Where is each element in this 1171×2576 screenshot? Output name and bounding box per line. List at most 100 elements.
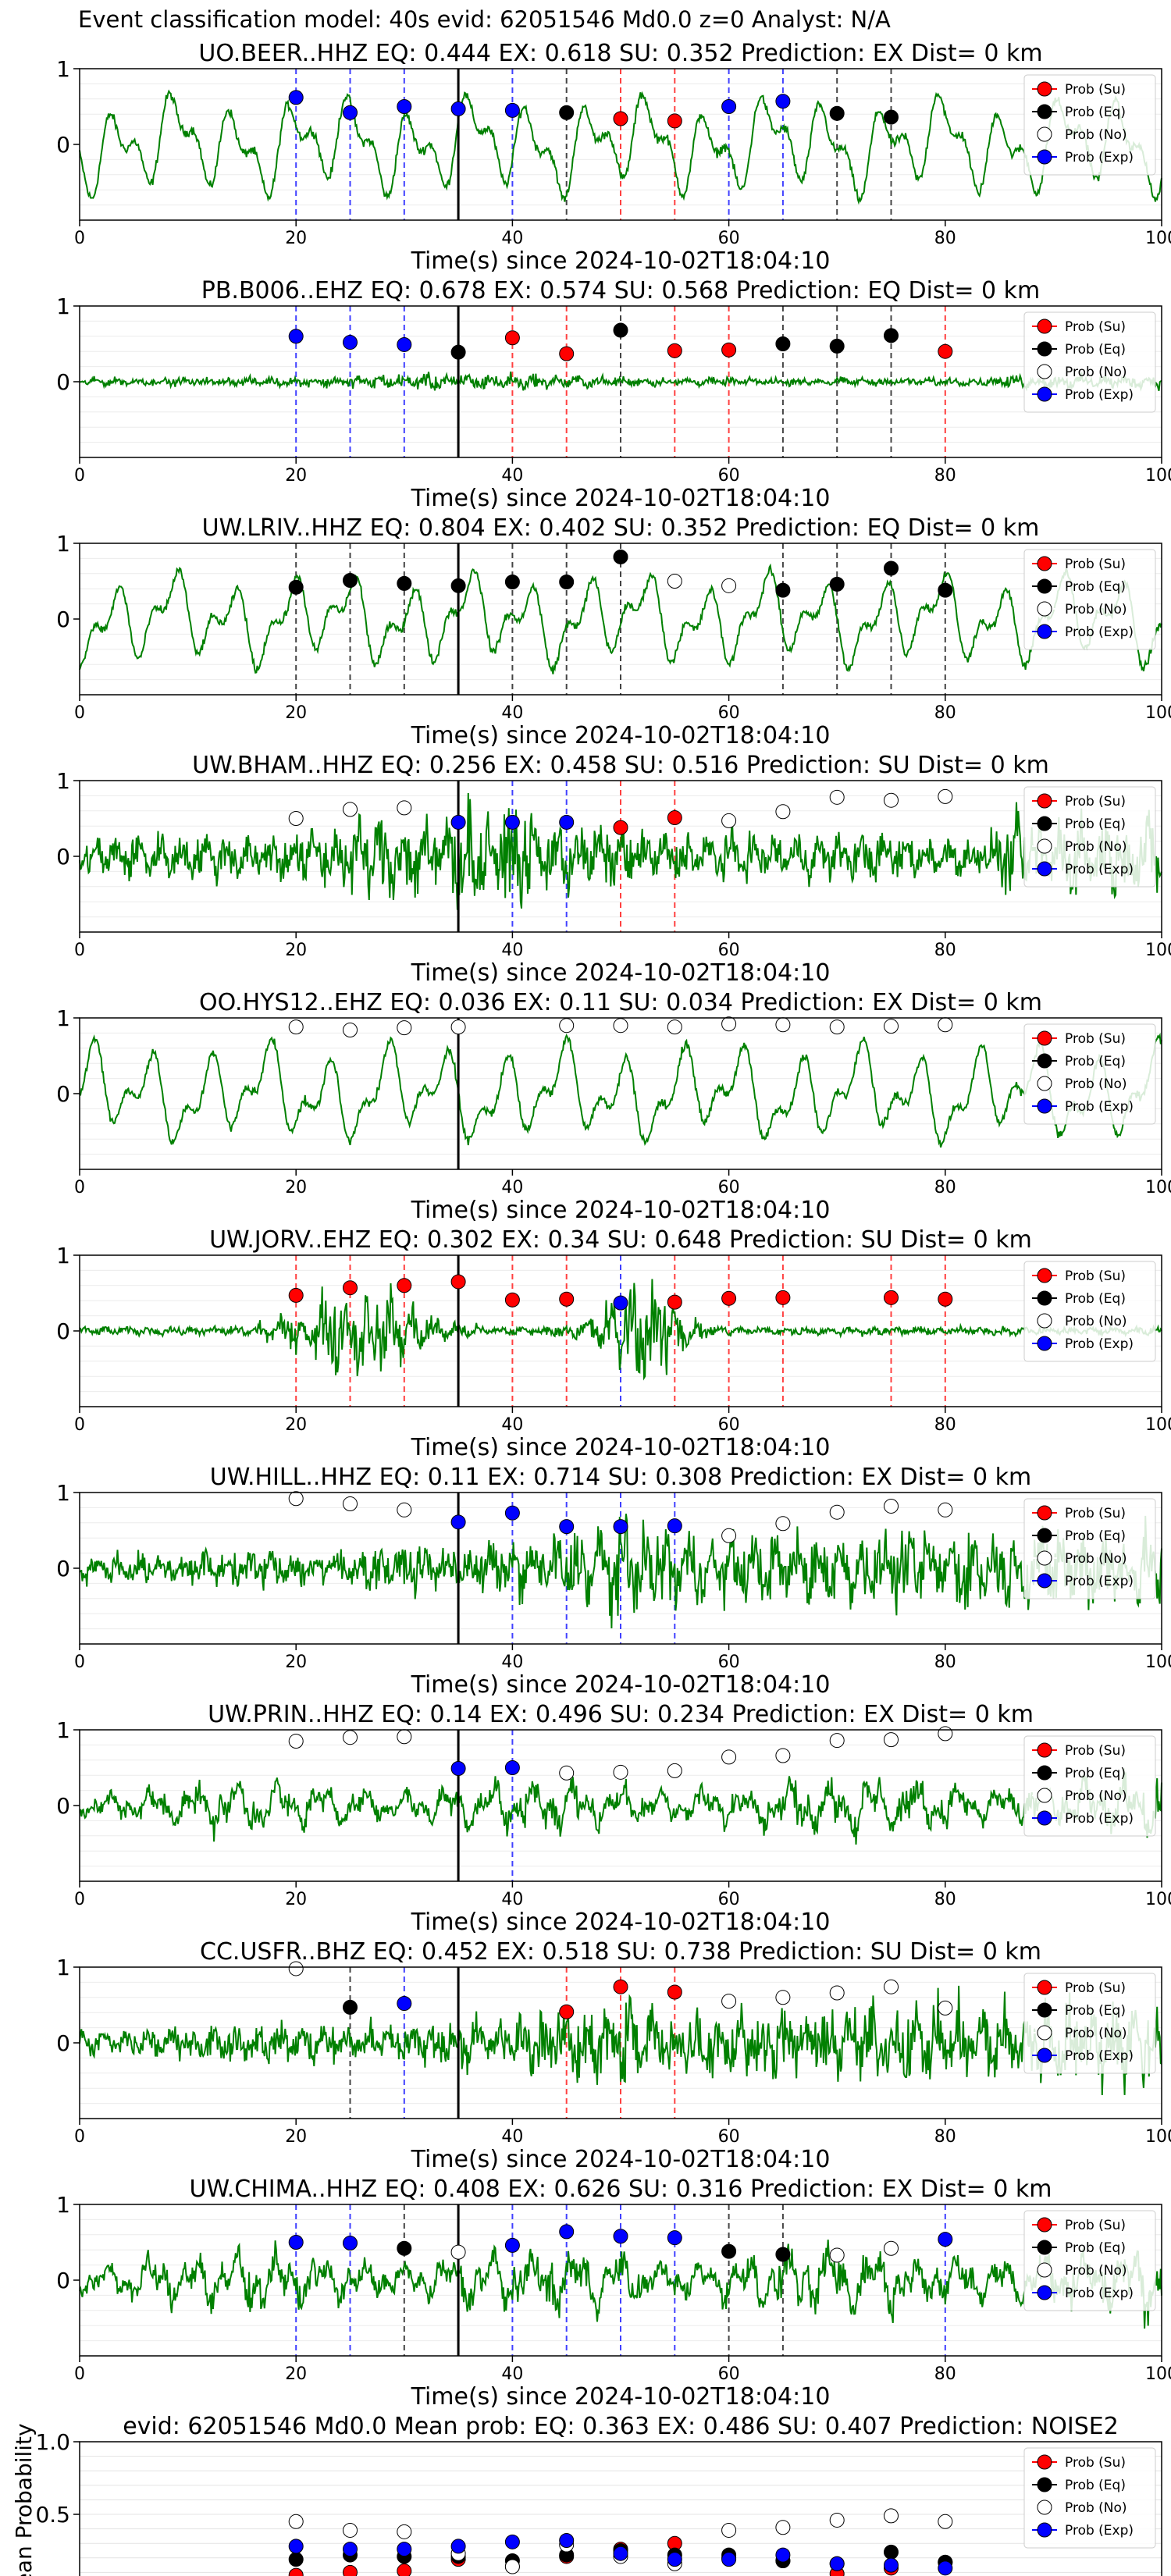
x-tick-label: 0: [74, 1890, 85, 1909]
x-tick-label: 40: [501, 1415, 523, 1435]
y-tick-label: 1: [56, 1480, 70, 1506]
prob-point-su: [775, 1290, 791, 1305]
legend-marker-su: [1037, 793, 1052, 809]
panel-title: UO.BEER..HHZ EQ: 0.444 EX: 0.618 SU: 0.3…: [198, 40, 1042, 67]
prob-point-eq: [829, 338, 845, 354]
legend-marker-exp: [1037, 861, 1052, 877]
prob-point-su: [667, 113, 682, 129]
legend-label-su: Prob (Su): [1065, 319, 1126, 335]
x-tick-label: 20: [285, 1178, 307, 1197]
legend-label-su: Prob (Su): [1065, 557, 1126, 572]
prob-point-su: [288, 1287, 304, 1303]
y-tick-label: 0: [56, 132, 70, 158]
station-panel-6: UW.JORV..EHZ EQ: 0.302 EX: 0.34 SU: 0.64…: [56, 1226, 1171, 1461]
prob-point-no: [397, 1502, 412, 1517]
x-tick-label: 60: [718, 1653, 740, 1672]
waveform-trace: [79, 1032, 1162, 1148]
prob-point-exp: [667, 1518, 682, 1534]
legend-marker-su: [1037, 556, 1052, 571]
waveform-trace: [80, 1768, 1162, 1845]
legend-label-no: Prob (No): [1065, 1788, 1127, 1804]
prob-point-no: [450, 2244, 466, 2260]
waveform-trace: [79, 792, 1162, 910]
x-axis-label: Time(s) since 2024-10-02T18:04:10: [411, 247, 831, 275]
prob-point-no: [343, 802, 358, 817]
prob-point-exp: [613, 1295, 628, 1311]
x-tick-label: 20: [285, 941, 307, 960]
legend-label-no: Prob (No): [1065, 1551, 1127, 1567]
x-tick-label: 20: [285, 466, 307, 486]
prob-point-su: [667, 343, 682, 358]
prob-point-no: [288, 1961, 304, 1976]
prob-point-no: [938, 788, 953, 804]
x-tick-label: 40: [501, 1178, 523, 1197]
legend-marker-eq: [1037, 2477, 1052, 2492]
x-tick-label: 100: [1145, 1653, 1171, 1672]
prob-point-su: [613, 820, 628, 835]
x-tick-label: 40: [501, 1653, 523, 1672]
prob-point-no: [397, 1020, 412, 1036]
prob-point-no: [667, 574, 682, 589]
x-tick-label: 20: [285, 703, 307, 723]
x-tick-label: 80: [934, 1890, 956, 1909]
mean-prob-point-no: [938, 2514, 953, 2529]
legend-label-eq: Prob (Eq): [1065, 2003, 1126, 2019]
x-tick-label: 100: [1145, 466, 1171, 486]
prob-point-eq: [613, 322, 628, 338]
legend-label-su: Prob (Su): [1065, 1743, 1126, 1759]
mean-prob-point-exp: [721, 2552, 737, 2567]
mean-prob-point-no: [775, 2520, 791, 2535]
x-tick-label: 0: [74, 229, 85, 248]
legend-label-no: Prob (No): [1065, 839, 1127, 855]
prob-point-su: [721, 342, 737, 358]
y-tick-label: 0: [56, 1318, 70, 1344]
prob-point-no: [721, 1994, 737, 2009]
station-panel-4: UW.BHAM..HHZ EQ: 0.256 EX: 0.458 SU: 0.5…: [56, 752, 1171, 987]
prob-point-su: [343, 1280, 358, 1296]
prob-point-no: [667, 1019, 682, 1035]
prob-point-exp: [613, 2229, 628, 2244]
legend-label-eq: Prob (Eq): [1065, 1291, 1126, 1307]
x-tick-label: 0: [74, 466, 85, 486]
panel-title: UW.LRIV..HHZ EQ: 0.804 EX: 0.402 SU: 0.3…: [202, 514, 1040, 542]
prob-point-exp: [397, 336, 412, 352]
prob-point-eq: [288, 579, 304, 595]
x-tick-label: 40: [501, 703, 523, 723]
legend-marker-eq: [1037, 2240, 1052, 2255]
legend-marker-no: [1037, 2500, 1052, 2515]
legend-marker-eq: [1037, 1765, 1052, 1781]
prob-point-no: [288, 1491, 304, 1507]
prob-point-exp: [343, 335, 358, 350]
legend-marker-eq: [1037, 1290, 1052, 1306]
x-tick-label: 40: [501, 229, 523, 248]
y-tick-label: 1: [56, 531, 70, 557]
y-tick-label: 1: [56, 1005, 70, 1031]
prob-point-eq: [343, 573, 358, 589]
legend-marker-no: [1037, 126, 1052, 142]
prob-point-no: [938, 1017, 953, 1033]
prob-point-eq: [450, 344, 466, 360]
legend-label-su: Prob (Su): [1065, 1506, 1126, 1521]
y-tick-label: 1: [56, 1955, 70, 1980]
legend-label-no: Prob (No): [1065, 602, 1127, 617]
prob-point-eq: [884, 328, 899, 343]
legend-label-eq: Prob (Eq): [1065, 1766, 1126, 1781]
prob-point-su: [667, 810, 682, 826]
x-axis-label: Time(s) since 2024-10-02T18:04:10: [411, 1909, 831, 1936]
x-tick-label: 100: [1145, 2364, 1171, 2384]
legend-label-eq: Prob (Eq): [1065, 579, 1126, 595]
legend-marker-eq: [1037, 578, 1052, 594]
x-tick-label: 40: [501, 2127, 523, 2147]
mean-prob-point-eq: [288, 2552, 304, 2567]
legend-label-exp: Prob (Exp): [1065, 1336, 1134, 1352]
figure-title: Event classification model: 40s evid: 62…: [78, 6, 891, 33]
panel-title: PB.B006..EHZ EQ: 0.678 EX: 0.574 SU: 0.5…: [201, 277, 1041, 304]
legend-marker-su: [1037, 81, 1052, 97]
legend-marker-exp: [1037, 2522, 1052, 2538]
mean-prob-point-no: [721, 2522, 737, 2538]
y-tick-label: 1: [56, 1717, 70, 1743]
legend-label-exp: Prob (Exp): [1065, 2523, 1134, 2539]
waveform-trace: [79, 563, 1162, 674]
prob-point-no: [613, 1018, 628, 1034]
prob-point-no: [288, 1019, 304, 1035]
